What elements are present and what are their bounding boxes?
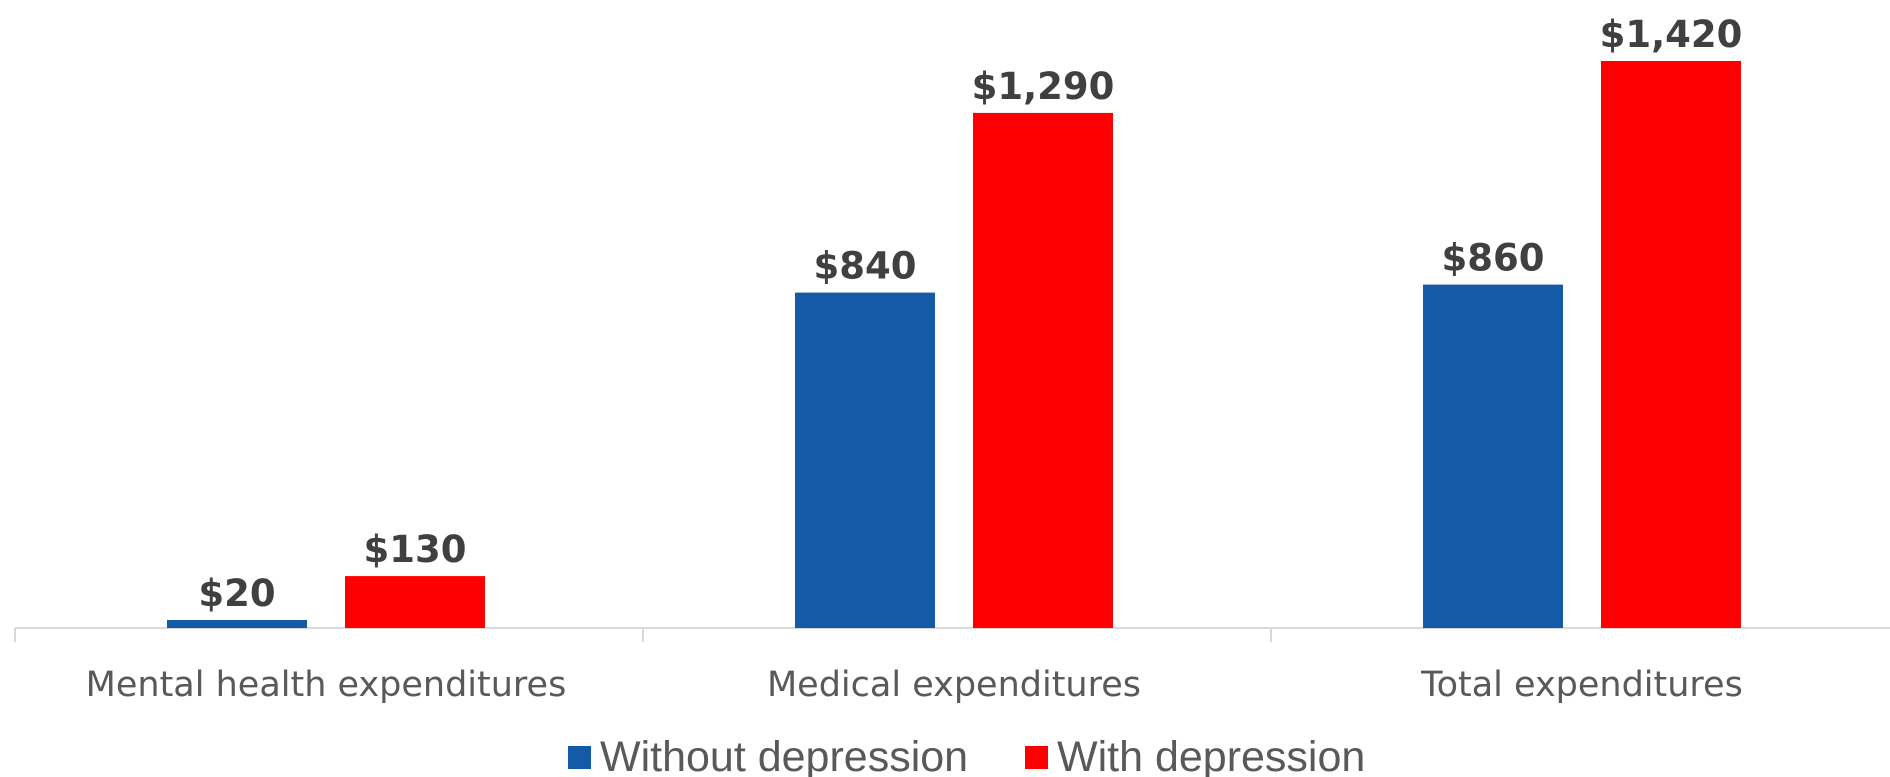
- bar: [167, 620, 307, 628]
- legend-label: With depression: [1057, 733, 1365, 777]
- x-axis: [14, 627, 1890, 642]
- legend-swatch: [568, 746, 591, 769]
- legend-swatch: [1025, 746, 1048, 769]
- bar: [1423, 284, 1563, 628]
- legend-label: Without depression: [600, 733, 968, 777]
- data-labels: $20 $840 $860 $130 $1,290 $1,420: [198, 13, 1742, 615]
- data-label: $130: [364, 528, 467, 571]
- bar: [345, 576, 485, 628]
- bar: [1601, 61, 1741, 628]
- x-tick-label: Medical expenditures: [767, 665, 1141, 705]
- data-label: $840: [814, 245, 917, 288]
- category-labels: Mental health expenditures Medical expend…: [86, 665, 1743, 705]
- data-label: $860: [1442, 237, 1545, 280]
- x-tick-label: Mental health expenditures: [86, 665, 567, 705]
- bar: [973, 112, 1113, 628]
- bar: [795, 292, 935, 628]
- x-tick-label: Total expenditures: [1420, 665, 1743, 705]
- data-label: $1,290: [972, 65, 1115, 108]
- data-label: $20: [198, 572, 275, 615]
- bars: [167, 61, 1741, 628]
- legend: Without depression With depression: [568, 733, 1365, 777]
- data-label: $1,420: [1600, 13, 1743, 56]
